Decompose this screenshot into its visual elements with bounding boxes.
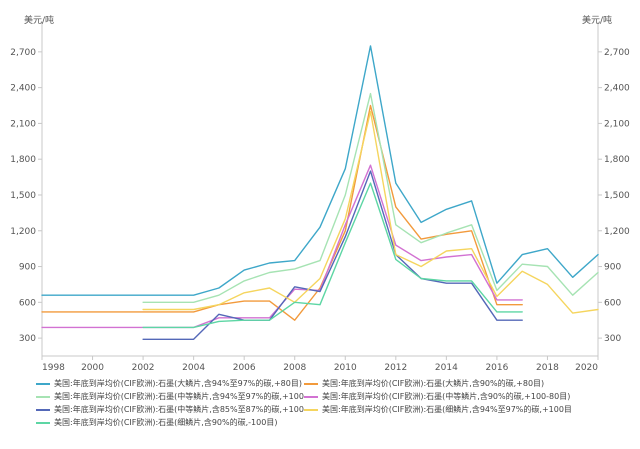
x-tick-label: 2010 [334, 363, 357, 373]
y-tick-label-left: 2,700 [10, 48, 36, 58]
series-line-6 [142, 110, 599, 314]
legend-item[interactable]: 美国:年底到岸均价(CIF欧洲):石墨(大鳞片,含94%至97%的碳,+80目) [36, 378, 304, 390]
legend: 美国:年底到岸均价(CIF欧洲):石墨(大鳞片,含94%至97%的碳,+80目)… [36, 377, 626, 429]
y-tick-label-left: 300 [19, 334, 36, 344]
y-tick-label-left: 1,200 [10, 227, 36, 237]
y-tick-label-right: 1,800 [604, 155, 630, 165]
x-tick-label: 2000 [81, 363, 104, 373]
series-line-1 [41, 45, 599, 296]
series-lines [41, 45, 599, 340]
legend-item[interactable]: 美国:年底到岸均价(CIF欧洲):石墨(中等鳞片,含94%至97%的碳,+100… [36, 391, 304, 403]
x-tick-label: 2008 [283, 363, 306, 373]
x-tick-label: 2004 [182, 363, 205, 373]
line-chart: 300 300 600 600 900 900 1,200 1,200 1,500 1,500 1,… [10, 22, 630, 373]
x-tick-label: 2016 [485, 363, 508, 373]
y-tick-label-right: 2,100 [604, 119, 630, 129]
y-tick-label-left: 600 [19, 298, 36, 308]
y-tick-label-left: 1,500 [10, 191, 36, 201]
legend-label: 美国:年底到岸均价(CIF欧洲):石墨(中等鳞片,含90%的碳,+100-80目… [322, 391, 571, 401]
x-tick-label: 2012 [384, 363, 407, 373]
legend-label: 美国:年底到岸均价(CIF欧洲):石墨(中等鳞片,含85%至87%的碳,+100… [54, 404, 304, 414]
series-line-2 [41, 104, 523, 321]
legend-swatch [36, 408, 50, 411]
legend-label: 美国:年底到岸均价(CIF欧洲):石墨(细鳞片,含94%至97%的碳,+100目… [322, 404, 572, 414]
y-tick-label-right: 1,200 [604, 227, 630, 237]
legend-row: 美国:年底到岸均价(CIF欧洲):石墨(大鳞片,含94%至97%的碳,+80目)… [36, 377, 626, 390]
legend-swatch [304, 408, 318, 411]
series-line-7 [142, 182, 523, 329]
y-tick-label-right: 300 [604, 334, 621, 344]
y-tick-label-right: 900 [604, 263, 621, 273]
x-tick-label: 2014 [435, 363, 458, 373]
x-tick-label: 2018 [536, 363, 559, 373]
legend-row: 美国:年底到岸均价(CIF欧洲):石墨(中等鳞片,含85%至87%的碳,+100… [36, 403, 626, 416]
y-tick-label-right: 600 [604, 298, 621, 308]
x-tick-label: 2002 [132, 363, 155, 373]
legend-swatch [304, 382, 318, 385]
y-tick-label-left: 900 [19, 263, 36, 273]
y-tick-label-left: 1,800 [10, 155, 36, 165]
y-tick-label-right: 1,500 [604, 191, 630, 201]
legend-item[interactable]: 美国:年底到岸均价(CIF欧洲):石墨(细鳞片,含90%的碳,-100目) [36, 417, 304, 429]
left-axis-unit: 美元/吨 [24, 16, 55, 26]
right-axis-unit: 美元/吨 [582, 16, 613, 26]
y-tick-label-left: 2,400 [10, 84, 36, 94]
legend-label: 美国:年底到岸均价(CIF欧洲):石墨(中等鳞片,含94%至97%的碳,+100… [54, 391, 304, 401]
x-tick-label: 1998 [42, 363, 65, 373]
legend-swatch [36, 421, 50, 424]
legend-label: 美国:年底到岸均价(CIF欧洲):石墨(细鳞片,含90%的碳,-100目) [54, 417, 278, 427]
y-tick-label-right: 2,400 [604, 84, 630, 94]
y-tick-label-right: 2,700 [604, 48, 630, 58]
axes: 300 300 600 600 900 900 1,200 1,200 1,500 1,500 1,… [10, 22, 630, 373]
legend-swatch [36, 382, 50, 385]
legend-row: 美国:年底到岸均价(CIF欧洲):石墨(中等鳞片,含94%至97%的碳,+100… [36, 390, 626, 403]
y-tick-label-left: 2,100 [10, 119, 36, 129]
legend-item[interactable]: 美国:年底到岸均价(CIF欧洲):石墨(大鳞片,含90%的碳,+80目) [304, 378, 572, 390]
legend-row: 美国:年底到岸均价(CIF欧洲):石墨(细鳞片,含90%的碳,-100目) [36, 416, 626, 429]
legend-item[interactable]: 美国:年底到岸均价(CIF欧洲):石墨(细鳞片,含94%至97%的碳,+100目… [304, 404, 572, 416]
legend-swatch [36, 395, 50, 398]
legend-label: 美国:年底到岸均价(CIF欧洲):石墨(大鳞片,含94%至97%的碳,+80目) [54, 378, 302, 388]
series-line-3 [142, 92, 599, 303]
x-tick-label: 2006 [233, 363, 256, 373]
legend-item[interactable]: 美国:年底到岸均价(CIF欧洲):石墨(中等鳞片,含85%至87%的碳,+100… [36, 404, 304, 416]
series-line-5 [142, 170, 523, 340]
x-tick-label: 2020 [575, 363, 598, 373]
legend-swatch [304, 395, 318, 398]
legend-item[interactable]: 美国:年底到岸均价(CIF欧洲):石墨(中等鳞片,含90%的碳,+100-80目… [304, 391, 572, 403]
legend-label: 美国:年底到岸均价(CIF欧洲):石墨(大鳞片,含90%的碳,+80目) [322, 378, 545, 388]
